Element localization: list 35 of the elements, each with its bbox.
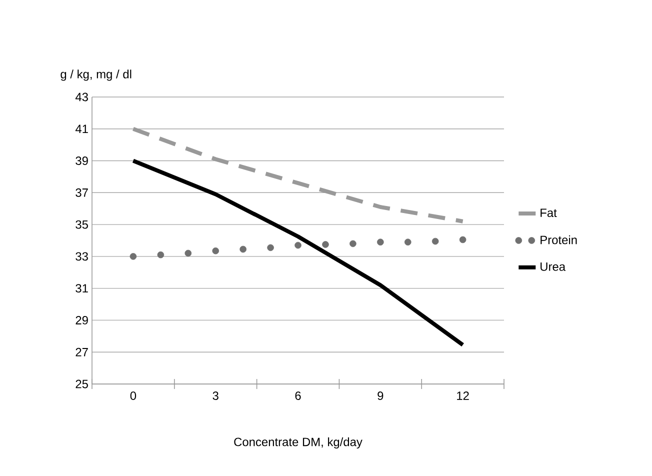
point [350,240,356,248]
y-tick-label: 37 [76,188,88,197]
point [459,236,466,244]
point [322,241,329,248]
x-tick-label: 6 [295,392,301,400]
line-series [131,158,465,347]
line-series [131,126,465,224]
x-tick-label: 3 [212,392,218,400]
y-tick-label: 31 [76,284,88,293]
y-axis-title: g / kg, mg / dl [60,70,132,81]
x-tick-label: 12 [457,392,469,400]
point [212,247,220,254]
point [432,238,439,245]
point [294,242,302,249]
legend-label: Urea [540,262,566,271]
legend-label: Protein [540,235,577,244]
point [130,253,137,260]
y-tick-label: 43 [75,92,88,102]
point [184,250,192,257]
y-tick-label: 35 [76,220,88,229]
x-tick-label: 0 [130,392,136,400]
legend-label: Fat [540,208,557,218]
x-tick-label: 9 [378,392,384,400]
point [240,246,246,253]
y-tick-label: 33 [76,252,88,261]
point [267,244,274,252]
y-tick-label: 39 [76,156,88,165]
point [404,238,412,246]
x-axis-title: Concentrate DM, kg/day [234,437,362,449]
y-tick-label: 41 [75,124,88,133]
y-tick-label: 25 [76,380,88,388]
y-tick-label: 27 [76,348,88,356]
point [157,251,164,258]
point [377,238,384,246]
y-tick-label: 29 [76,316,88,324]
